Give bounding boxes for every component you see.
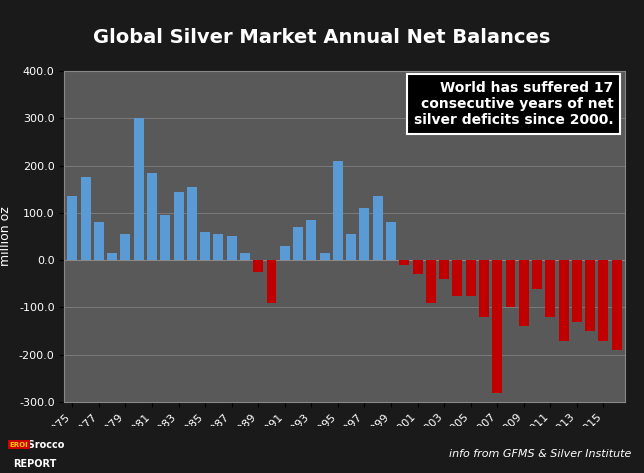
Y-axis label: million oz: million oz — [0, 207, 12, 266]
Bar — [532, 260, 542, 289]
Bar — [413, 260, 422, 274]
Bar — [187, 187, 197, 260]
Bar — [506, 260, 515, 307]
Bar — [612, 260, 621, 350]
Bar — [585, 260, 595, 331]
Bar — [174, 192, 184, 260]
Bar — [453, 260, 462, 296]
Bar — [160, 215, 170, 260]
Bar — [307, 220, 316, 260]
Bar — [293, 227, 303, 260]
Text: SRSrocco: SRSrocco — [13, 439, 64, 450]
Bar — [373, 196, 383, 260]
Bar — [107, 253, 117, 260]
Bar — [279, 246, 290, 260]
Bar — [267, 260, 276, 303]
Bar — [466, 260, 476, 296]
Text: Global Silver Market Annual Net Balances: Global Silver Market Annual Net Balances — [93, 28, 551, 47]
Text: REPORT: REPORT — [13, 458, 56, 469]
Bar — [598, 260, 609, 341]
Bar — [227, 236, 236, 260]
Bar — [439, 260, 449, 279]
Bar — [333, 161, 343, 260]
Bar — [479, 260, 489, 317]
Text: World has suffered 17
consecutive years of net
silver deficits since 2000.: World has suffered 17 consecutive years … — [414, 81, 614, 127]
Bar — [399, 260, 410, 265]
Bar — [386, 222, 396, 260]
Bar — [346, 234, 356, 260]
Bar — [492, 260, 502, 393]
Bar — [134, 118, 144, 260]
Bar — [94, 222, 104, 260]
Bar — [120, 234, 131, 260]
Bar — [558, 260, 569, 341]
Bar — [80, 177, 91, 260]
Bar — [240, 253, 250, 260]
Bar — [253, 260, 263, 272]
Bar — [213, 234, 223, 260]
Bar — [359, 208, 370, 260]
Bar — [147, 173, 157, 260]
Text: info from GFMS & Silver Institute: info from GFMS & Silver Institute — [449, 449, 631, 459]
Bar — [319, 253, 330, 260]
Bar — [68, 196, 77, 260]
Bar — [519, 260, 529, 326]
Bar — [200, 232, 210, 260]
Text: EROI: EROI — [10, 442, 28, 447]
Bar — [545, 260, 555, 317]
Bar — [426, 260, 436, 303]
Bar — [572, 260, 582, 322]
